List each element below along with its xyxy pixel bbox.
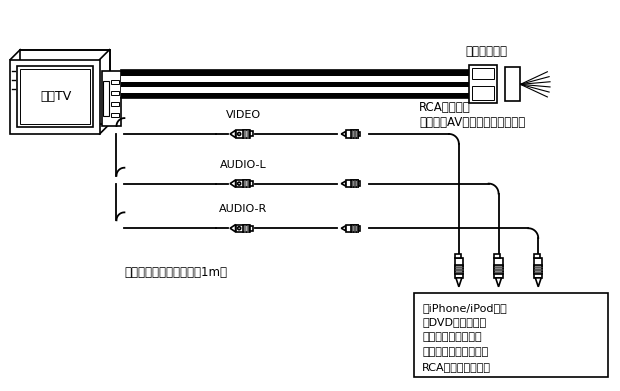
Bar: [110, 91, 120, 95]
Bar: [110, 81, 120, 84]
Bar: [17, 66, 92, 127]
Bar: [351, 180, 358, 187]
Bar: [122, 87, 469, 93]
Bar: [494, 255, 500, 258]
Text: AUDIO-L: AUDIO-L: [220, 160, 267, 170]
Polygon shape: [456, 278, 462, 287]
Bar: [351, 225, 358, 232]
Bar: [494, 265, 503, 274]
Polygon shape: [495, 278, 502, 287]
Bar: [534, 258, 542, 278]
Bar: [110, 102, 120, 106]
Bar: [472, 86, 494, 100]
Bar: [110, 113, 120, 117]
Bar: [358, 132, 360, 136]
Polygon shape: [230, 224, 236, 232]
Bar: [250, 131, 253, 136]
Bar: [534, 265, 542, 274]
Bar: [454, 265, 463, 274]
Bar: [494, 258, 503, 278]
Bar: [250, 226, 253, 231]
Text: AUDIO-R: AUDIO-R: [219, 204, 268, 214]
Bar: [242, 180, 249, 187]
Bar: [505, 68, 520, 101]
Bar: [20, 50, 110, 124]
Text: RCAケーブル: RCAケーブル: [419, 101, 471, 114]
Bar: [534, 255, 540, 258]
Bar: [358, 181, 360, 186]
Bar: [236, 130, 250, 138]
Bar: [242, 130, 249, 138]
Bar: [346, 225, 358, 232]
Bar: [122, 70, 469, 98]
Bar: [20, 70, 90, 124]
Bar: [351, 131, 358, 138]
Text: VIDEO: VIDEO: [226, 110, 261, 120]
Bar: [358, 226, 360, 231]
Bar: [236, 180, 250, 187]
Polygon shape: [230, 130, 236, 138]
Circle shape: [237, 182, 241, 185]
Text: ・iPhone/iPodなど
・DVDプレイヤー
・地デジチューナー
・家庭用ゲーム機など
RCA出力端子付機器: ・iPhone/iPodなど ・DVDプレイヤー ・地デジチューナー ・家庭用ゲ…: [422, 303, 507, 372]
Bar: [469, 66, 497, 103]
Bar: [122, 76, 469, 82]
Polygon shape: [341, 226, 346, 231]
Polygon shape: [535, 278, 541, 287]
Polygon shape: [230, 180, 236, 187]
Circle shape: [237, 227, 241, 230]
Bar: [242, 224, 249, 232]
Bar: [250, 181, 253, 186]
Text: （別売：AVケーブルシリーズ）: （別売：AVケーブルシリーズ）: [419, 116, 525, 129]
Bar: [454, 258, 463, 278]
Polygon shape: [341, 131, 346, 136]
Polygon shape: [341, 181, 346, 186]
Circle shape: [237, 133, 241, 135]
Text: 純正TV: 純正TV: [40, 90, 71, 103]
Bar: [102, 81, 108, 117]
Bar: [414, 293, 608, 377]
Bar: [102, 72, 122, 126]
Bar: [11, 59, 100, 134]
Text: 車両カプラー: 車両カプラー: [466, 45, 508, 57]
Bar: [236, 224, 250, 232]
Bar: [122, 70, 469, 76]
Bar: [472, 68, 494, 79]
Bar: [122, 93, 469, 98]
Bar: [346, 180, 358, 187]
Bar: [454, 255, 461, 258]
Bar: [122, 82, 469, 87]
Text: 映像入力アダプター（約1m）: 映像入力アダプター（約1m）: [125, 266, 228, 279]
Bar: [346, 131, 358, 138]
